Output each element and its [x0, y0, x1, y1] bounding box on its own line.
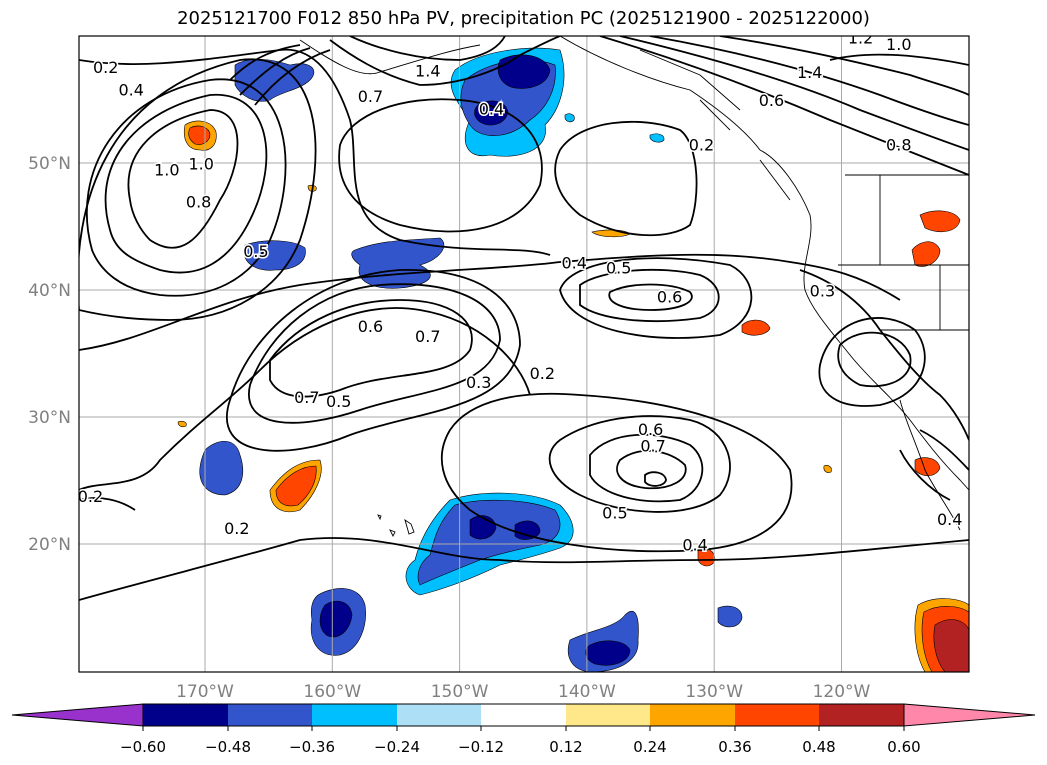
- contour-label: 0.3: [466, 373, 491, 392]
- colorbar-segment: [481, 704, 566, 726]
- precip-area-negative: [649, 133, 665, 143]
- graticule: [79, 36, 969, 672]
- contour-label: 0.6: [759, 91, 784, 110]
- colorbar-tick-label: 0.60: [887, 738, 920, 756]
- precipitation-shading: [177, 47, 969, 672]
- contour-label: 0.2: [224, 519, 249, 538]
- precip-area-positive: [188, 125, 211, 145]
- contour-label: 0.4: [561, 253, 586, 272]
- contour-label: 1.4: [797, 63, 822, 82]
- map-frame: [78, 35, 970, 673]
- latitude-tick-labels: 50°N 40°N 30°N 20°N: [28, 154, 71, 555]
- contour-label: 0.4: [937, 510, 962, 529]
- contour-label: 0.8: [186, 192, 211, 211]
- colorbar-tick-label: 0.24: [633, 738, 666, 756]
- precip-area-negative: [564, 113, 575, 123]
- precip-area-negative: [497, 54, 551, 89]
- precip-area-positive: [741, 319, 771, 336]
- precip-area-positive: [914, 457, 941, 477]
- contour-label: 1.0: [886, 35, 911, 54]
- longitude-tick-label: 130°W: [685, 682, 743, 702]
- precip-area-negative: [474, 100, 509, 126]
- colorbar-segment: [312, 704, 397, 726]
- contour-label: 0.5: [602, 504, 627, 523]
- colorbar-segment: [228, 704, 312, 726]
- longitude-tick-labels: 170°W 160°W 150°W 140°W 130°W 120°W: [176, 682, 870, 702]
- colorbar-segment: [735, 704, 819, 726]
- longitude-tick-label: 140°W: [558, 682, 616, 702]
- contour-label: 0.8: [886, 135, 911, 154]
- contour-label: 0.7: [358, 87, 383, 106]
- contour-label: 0.5: [326, 392, 351, 411]
- colorbar-segment: [143, 704, 228, 726]
- contour-label: 0.7: [640, 436, 665, 455]
- contour-label: 0.2: [93, 58, 118, 77]
- latitude-tick-label: 40°N: [28, 281, 71, 301]
- map-title: 2025121700 F012 850 hPa PV, precipitatio…: [177, 8, 870, 29]
- longitude-tick-label: 120°W: [813, 682, 871, 702]
- precip-area-negative: [319, 600, 353, 638]
- precip-area-positive: [823, 465, 832, 473]
- precip-area-negative: [234, 58, 315, 102]
- longitude-tick-label: 160°W: [303, 682, 361, 702]
- colorbar-tick-label: 0.12: [549, 738, 582, 756]
- contour-label: 0.4: [479, 100, 504, 119]
- contour-label: 0.2: [530, 364, 555, 383]
- precip-area-negative: [585, 640, 631, 666]
- colorbar-outline: [142, 703, 905, 727]
- coastlines: [299, 36, 969, 538]
- contour-label: 1.4: [415, 62, 440, 81]
- colorbar-tick-label: −0.48: [205, 738, 251, 756]
- contour-label: 1.0: [188, 154, 213, 173]
- contour-label: 0.5: [606, 258, 631, 277]
- latitude-tick-label: 20°N: [28, 535, 71, 555]
- pv-contours: [79, 36, 969, 601]
- contour-label: 0.6: [358, 317, 383, 336]
- contour-label: 0.4: [118, 81, 143, 100]
- precip-area-negative: [514, 520, 541, 540]
- colorbar-tick-label: −0.36: [289, 738, 335, 756]
- colorbar-segment: [397, 704, 481, 726]
- precip-area-negative: [717, 605, 743, 628]
- precip-area-negative: [199, 440, 244, 496]
- contour-label: 1.0: [154, 161, 179, 180]
- contour-label: 0.2: [689, 135, 714, 154]
- colorbar-tick-label: −0.60: [120, 738, 166, 756]
- precip-area-positive: [911, 241, 941, 267]
- colorbar-tick-label: −0.12: [458, 738, 504, 756]
- precip-area-positive: [275, 465, 317, 507]
- latitude-tick-label: 30°N: [28, 408, 71, 428]
- colorbar-tick-label: −0.24: [374, 738, 420, 756]
- contour-labels: 0.20.41.00.81.00.50.40.71.40.20.61.2 1.01…: [78, 29, 964, 556]
- contour-label: 0.5: [243, 242, 268, 261]
- contour-label: 0.2: [78, 487, 103, 506]
- colorbar-segment: [566, 704, 650, 726]
- contour-label: 1.2: [848, 29, 873, 48]
- colorbar: −0.60 −0.48 −0.36 −0.24 −0.12 0.12 0.24 0.36 0.4…: [11, 703, 1036, 756]
- colorbar-extend-low: [11, 703, 144, 727]
- contour-label: 0.4: [682, 535, 707, 554]
- colorbar-tick-label: 0.48: [802, 738, 835, 756]
- precip-area-positive: [933, 619, 969, 672]
- precip-area-positive: [919, 210, 961, 233]
- precip-area-positive: [177, 420, 187, 428]
- contour-label: 0.3: [810, 281, 835, 300]
- latitude-tick-label: 50°N: [28, 154, 71, 174]
- contour-label: 0.6: [657, 288, 682, 307]
- contour-label: 0.7: [415, 327, 440, 346]
- colorbar-extend-high: [903, 703, 1036, 727]
- longitude-tick-label: 170°W: [176, 682, 234, 702]
- colorbar-segment: [819, 704, 904, 726]
- contour-label: 0.6: [638, 420, 663, 439]
- colorbar-segment: [650, 704, 735, 726]
- contour-label: 0.7: [294, 388, 319, 407]
- colorbar-tick-label: 0.36: [718, 738, 751, 756]
- longitude-tick-label: 150°W: [431, 682, 489, 702]
